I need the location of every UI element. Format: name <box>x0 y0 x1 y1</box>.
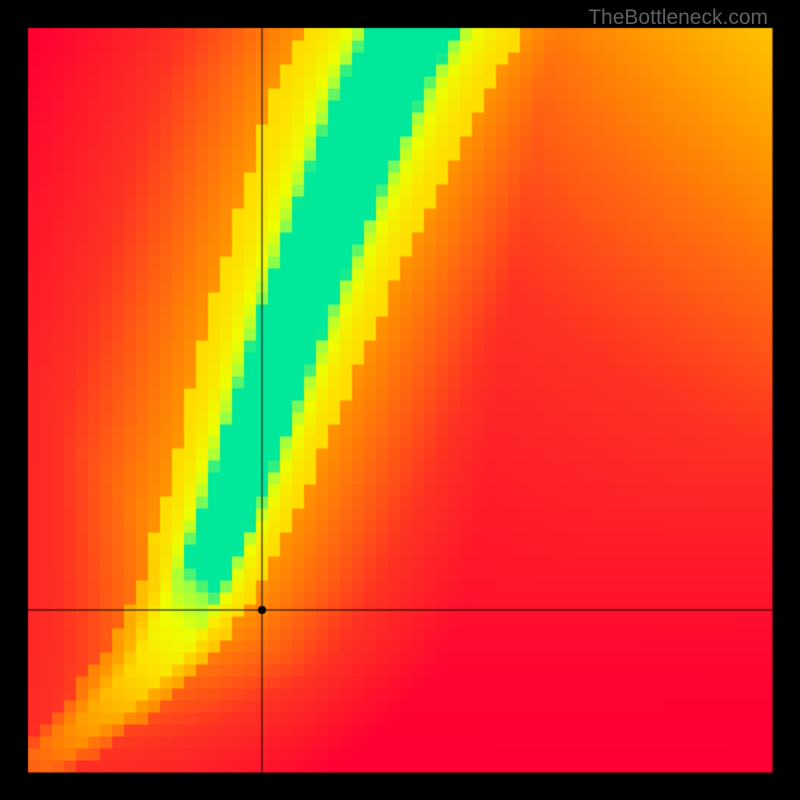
heatmap-canvas <box>0 0 800 800</box>
chart-container: { "watermark": "TheBottleneck.com", "cha… <box>0 0 800 800</box>
watermark: TheBottleneck.com <box>588 6 768 30</box>
